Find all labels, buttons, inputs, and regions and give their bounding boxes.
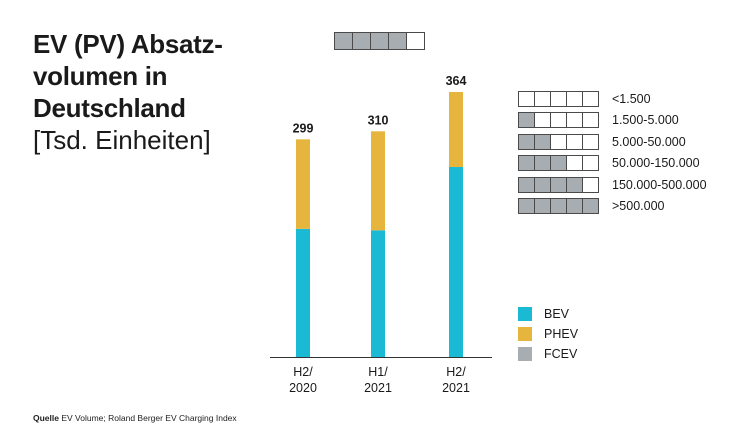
scale-cell	[582, 90, 599, 107]
legend-swatch	[518, 327, 532, 341]
scale-legend-row: 5.000-50.000	[518, 131, 707, 153]
scale-indicator	[518, 198, 599, 215]
bar-bev	[371, 230, 385, 357]
scale-cell	[582, 112, 599, 129]
scale-legend-label: 150.000-500.000	[612, 177, 707, 192]
title-line-1: EV (PV) Absatz-	[33, 29, 223, 59]
x-tick-label: 2021	[442, 381, 470, 395]
volume-scale-legend: <1.500 1.500-5.000 5.000-50.000 50.000-150.…	[518, 88, 707, 217]
scale-cell	[582, 133, 599, 150]
bar-phev	[371, 131, 385, 231]
scale-indicator	[518, 112, 599, 129]
scale-indicator	[518, 176, 599, 193]
bar-phev	[449, 92, 463, 167]
data-label: 299	[293, 121, 314, 135]
x-tick-label: 2020	[289, 381, 317, 395]
bar-bev	[296, 228, 310, 357]
legend-item: PHEV	[518, 324, 578, 344]
bar-phev	[296, 139, 310, 229]
x-tick-label: 2021	[364, 381, 392, 395]
legend-item: FCEV	[518, 344, 578, 364]
title-unit: [Tsd. Einheiten]	[33, 125, 211, 155]
scale-cell	[406, 32, 425, 50]
scale-legend-label: <1.500	[612, 91, 651, 106]
x-tick-label: H2/	[446, 365, 466, 379]
scale-legend-row: 1.500-5.000	[518, 110, 707, 132]
scale-cell	[582, 155, 599, 172]
legend-label: FCEV	[544, 347, 578, 361]
scale-indicator	[334, 32, 425, 50]
scale-legend-label: 5.000-50.000	[612, 134, 686, 149]
source-label: Quelle	[33, 413, 59, 423]
title-line-2: volumen in	[33, 61, 168, 91]
title-line-3: Deutschland	[33, 93, 186, 123]
legend-swatch	[518, 347, 532, 361]
scale-indicator	[518, 133, 599, 150]
scale-legend-row: >500.000	[518, 196, 707, 218]
total-volume-scale	[334, 32, 425, 50]
source-note: Quelle EV Volume; Roland Berger EV Charg…	[33, 413, 237, 423]
scale-legend-label: 1.500-5.000	[612, 113, 679, 128]
legend-label: BEV	[544, 307, 570, 321]
legend-swatch	[518, 307, 532, 321]
series-legend: BEV PHEV FCEV	[518, 304, 578, 364]
scale-cell	[582, 198, 599, 215]
source-text: EV Volume; Roland Berger EV Charging Ind…	[61, 413, 237, 423]
scale-legend-label: 50.000-150.000	[612, 156, 700, 171]
scale-indicator	[518, 155, 599, 172]
scale-legend-row: <1.500	[518, 88, 707, 110]
legend-item: BEV	[518, 304, 578, 324]
bar-bev	[449, 166, 463, 357]
data-label: 310	[368, 113, 389, 127]
x-tick-label: H2/	[293, 365, 313, 379]
scale-legend-label: >500.000	[612, 199, 665, 214]
data-label: 364	[446, 74, 467, 88]
chart-title: EV (PV) Absatz- volumen in Deutschland […	[33, 28, 263, 156]
scale-cell	[582, 176, 599, 193]
scale-legend-row: 150.000-500.000	[518, 174, 707, 196]
legend-label: PHEV	[544, 327, 579, 341]
scale-legend-row: 50.000-150.000	[518, 153, 707, 175]
x-tick-label: H1/	[368, 365, 388, 379]
scale-indicator	[518, 90, 599, 107]
